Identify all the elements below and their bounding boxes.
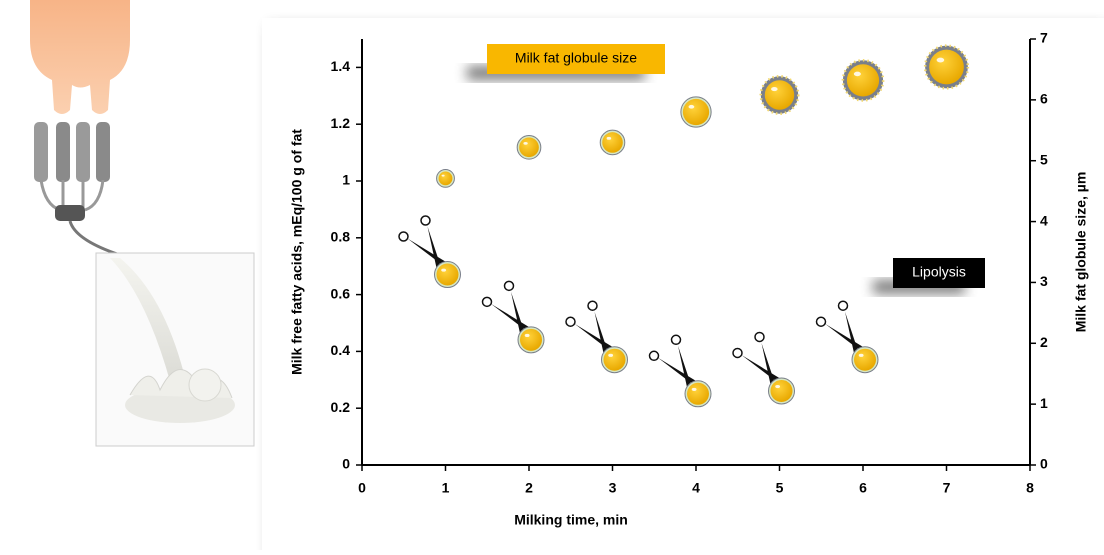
scissors-blade [594,311,611,360]
x-axis-label: Milking time, min [514,512,628,528]
x-tick-label: 7 [943,480,951,496]
highlight [608,353,614,357]
globule-core [602,132,623,153]
lipolysis-point [565,300,628,374]
globule-core [519,137,539,158]
globule-point [841,59,885,102]
y2-axis-label: Milk fat globule size, µm [1073,172,1089,333]
highlight [523,142,528,145]
highlight [688,104,695,109]
y-tick-label: 1 [342,172,350,188]
x-tick-label: 6 [859,480,867,496]
highlight [936,57,945,63]
x-tick-label: 3 [609,480,617,496]
lipolysis-point [648,334,712,408]
y2-tick-label: 6 [1040,91,1048,107]
highlight [771,87,778,92]
membrane-dots [923,44,970,90]
scissors-handle [398,231,409,242]
y2-tick-label: 1 [1040,395,1048,411]
highlight [441,268,447,272]
y2-tick-label: 7 [1040,30,1048,46]
x-tick-label: 8 [1026,480,1034,496]
scissors-blade [678,345,694,394]
highlight [858,353,864,357]
y2-tick-label: 3 [1040,273,1048,289]
y-tick-label: 1.4 [331,58,351,74]
series-label: Lipolysis [912,264,966,280]
x-tick-label: 1 [442,480,450,496]
y-axis-label: Milk free fatty acids, mEq/100 g of fat [289,129,305,375]
globule-core [438,171,453,186]
globule-core [846,64,880,97]
scissors-blade [845,311,861,360]
highlight [441,174,445,177]
scissors-handle [565,316,576,327]
x-tick-label: 0 [358,480,366,496]
scissors-blade [427,226,444,275]
highlight [853,71,861,77]
scissors-handle [815,316,827,327]
globule-core [682,98,710,126]
scissors-handle [648,350,660,362]
globule-point [759,74,800,115]
x-tick-label: 5 [776,480,784,496]
y2-tick-label: 0 [1040,456,1048,472]
scissors-handle [503,280,515,292]
y-tick-label: 0.2 [331,399,351,415]
globule-point [436,168,455,188]
membrane-dots [759,74,800,115]
milk-illustration [95,252,255,447]
scissors-handle [481,296,493,308]
series-label: Milk fat globule size [515,50,637,66]
scissors-handle [587,300,598,311]
x-tick-label: 4 [692,480,700,496]
y2-tick-label: 2 [1040,334,1048,350]
lipolysis-point [398,215,461,289]
udder-illustration [30,0,130,257]
globule-point [923,44,970,90]
x-tick-label: 2 [525,480,533,496]
globule-point [680,96,712,128]
y-tick-label: 0.6 [331,285,351,301]
globule-core [929,49,964,85]
highlight [691,387,697,391]
y-tick-label: 0.8 [331,229,351,245]
scissors-handle [837,300,849,311]
scissors-blade [511,291,527,340]
globule-core [436,263,459,286]
scissors-handle [754,331,765,343]
globule-core [854,348,876,371]
globule-point [516,134,542,160]
lipolysis-point [732,331,795,405]
globule-core [603,348,626,371]
y2-tick-label: 4 [1040,212,1048,228]
y-tick-label: 1.2 [331,115,351,131]
scissors-handle [420,215,431,226]
label-box [893,258,985,288]
y2-tick-label: 5 [1040,151,1048,167]
globule-core [770,379,793,402]
globule-core [764,80,795,110]
globule-core [687,382,709,405]
y-tick-label: 0 [342,456,350,472]
scissors-handle [670,334,682,346]
highlight [524,333,530,337]
highlight [775,385,781,389]
lipolysis-point [481,280,545,354]
highlight [606,136,612,140]
membrane-dots [841,59,885,102]
globule-core [520,328,542,351]
y-tick-label: 0.4 [331,342,351,358]
label-box [487,44,665,74]
scissors-handle [732,347,743,359]
lipolysis-point [815,300,879,374]
globule-point [599,129,626,156]
scissors-blade [761,342,778,391]
